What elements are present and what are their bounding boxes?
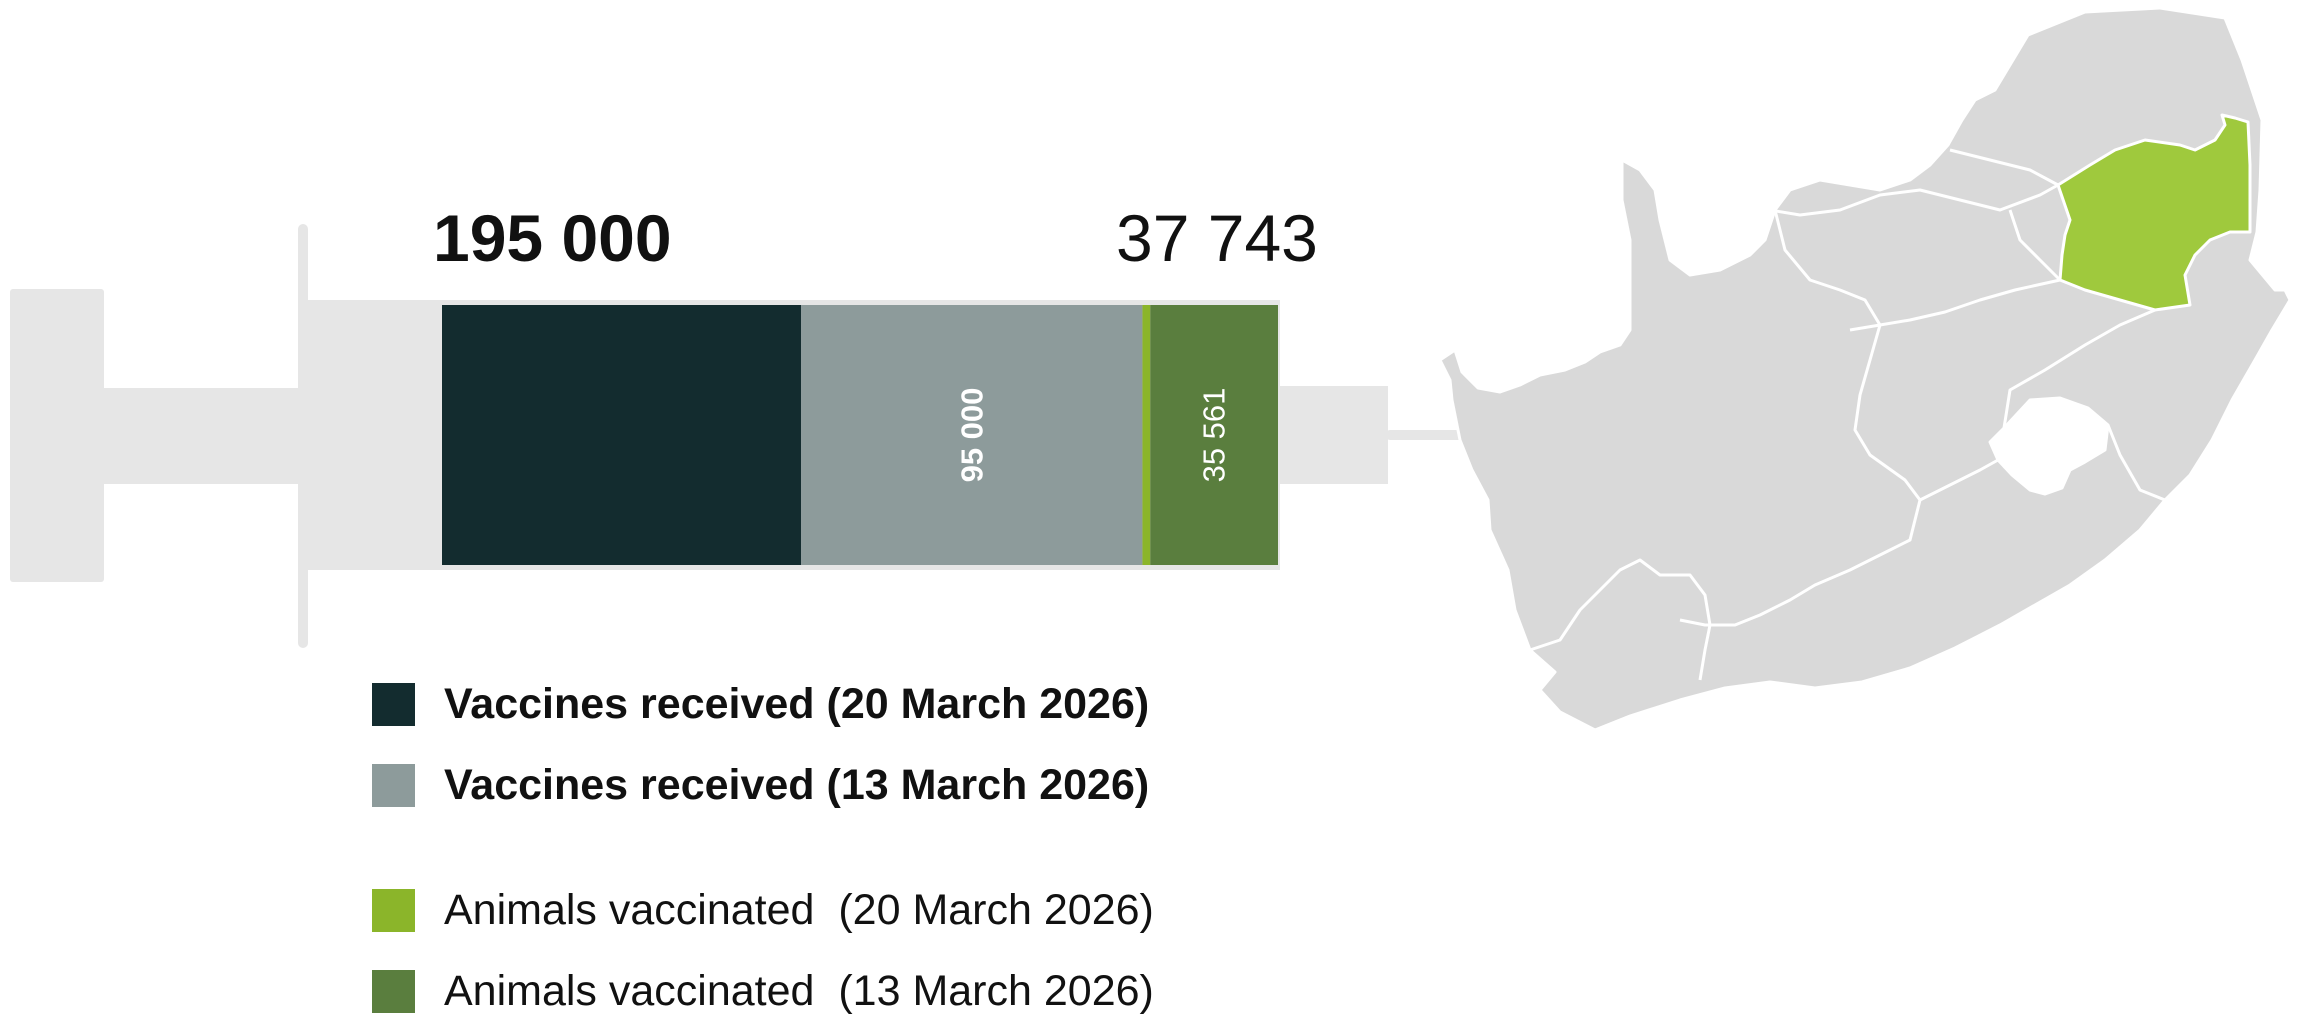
province-borders bbox=[1529, 148, 2166, 681]
legend-label: Vaccines received (20 March 2026) bbox=[444, 680, 1150, 728]
legend-swatch bbox=[372, 970, 415, 1013]
syringe-hub bbox=[1278, 386, 1388, 484]
stacked-bar: 95 000 35 561 bbox=[442, 305, 1278, 565]
border-limpopo bbox=[1769, 183, 2059, 217]
lesotho-cutout bbox=[1988, 396, 2110, 496]
bar-segment-1 bbox=[442, 305, 802, 565]
border-free-state-kzn bbox=[2002, 308, 2156, 429]
border-north-west-gauteng bbox=[2008, 209, 2062, 282]
legend-item-received-20-march: Vaccines received (20 March 2026) bbox=[372, 680, 1372, 728]
south-africa-map bbox=[1438, 6, 2292, 732]
bar-segment-3 bbox=[1142, 305, 1151, 565]
border-free-state-north-west bbox=[1849, 278, 2061, 332]
legend-swatch bbox=[372, 683, 415, 726]
legend-label: Animals vaccinated (20 March 2026) bbox=[444, 886, 1154, 934]
bar-segment-4 bbox=[1150, 305, 1278, 565]
border-eastern-cape-free-state bbox=[1919, 458, 1999, 502]
border-eastern-cape-kzn bbox=[2106, 424, 2166, 502]
legend-item-vaccinated-13-march: Animals vaccinated (13 March 2026) bbox=[372, 967, 1372, 1015]
province-mpumalanga bbox=[2056, 113, 2252, 312]
bar-segment-4-label: 35 561 bbox=[1197, 388, 1232, 483]
syringe-plunger-rod bbox=[100, 388, 305, 484]
border-western-cape bbox=[1529, 558, 1712, 681]
bar-segment-2 bbox=[801, 305, 1143, 565]
legend-label: Vaccines received (13 March 2026) bbox=[444, 761, 1150, 809]
total-animals-vaccinated: 37 743 bbox=[1116, 201, 1318, 275]
bar-segment-2-label: 95 000 bbox=[954, 388, 989, 483]
border-limpopo-north bbox=[1949, 148, 2059, 187]
legend-item-vaccinated-20-march: Animals vaccinated (20 March 2026) bbox=[372, 886, 1372, 934]
syringe-plunger-thumb bbox=[10, 289, 104, 582]
legend-swatch bbox=[372, 764, 415, 807]
south-africa-outline bbox=[1438, 6, 2292, 732]
border-northern-cape-free-state bbox=[1679, 189, 1922, 627]
legend-item-received-13-march: Vaccines received (13 March 2026) bbox=[372, 761, 1372, 809]
legend-swatch bbox=[372, 889, 415, 932]
legend-label: Animals vaccinated (13 March 2026) bbox=[444, 967, 1154, 1015]
total-vaccines-received: 195 000 bbox=[433, 201, 672, 275]
